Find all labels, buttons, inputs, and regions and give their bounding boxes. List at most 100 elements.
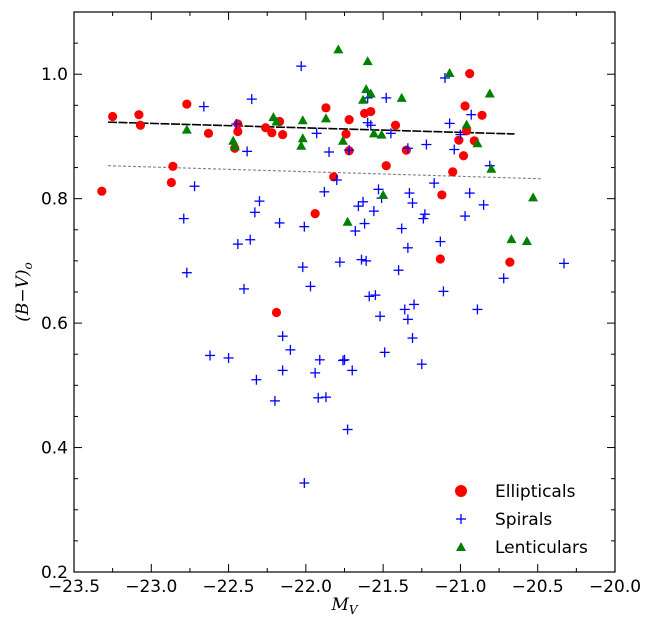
lenticulars-point [320,113,331,123]
spirals-point [460,211,471,222]
y-tick-label: 0.4 [41,439,68,459]
spirals-point [339,354,350,365]
y-axis-label: (B−V)o [13,262,35,322]
legend-label-lenticulars: Lenticulars [495,538,588,558]
spirals-point [418,213,429,224]
spirals-point [438,286,449,297]
legend-marker-lenticulars [456,542,466,551]
spirals-point [379,347,390,358]
lenticulars-point [362,56,373,66]
spirals-point [385,128,396,139]
ellipticals-point [168,161,178,171]
x-tick-label: −23.5 [48,577,100,597]
legend-marker-ellipticals [455,485,467,497]
lenticulars-point [228,135,239,145]
ellipticals-point [203,128,214,138]
spirals-point [254,196,265,207]
ellipticals-point [460,101,470,111]
spirals-point [245,234,256,245]
y-tick-label: 0.8 [41,190,68,210]
spirals-point [444,118,455,129]
spirals-point [478,199,489,210]
ellipticals-point [278,129,288,140]
x-tick-label: −21.0 [434,577,486,597]
lenticulars-point [296,140,307,150]
ellipticals-point [182,99,192,109]
legend-label-spirals: Spirals [495,510,552,530]
lenticulars-point [337,135,348,145]
spirals-point [409,299,420,310]
ellipticals-point [435,254,445,264]
spirals-point [239,283,250,294]
spirals-point [429,178,440,189]
spirals-point [435,236,446,247]
spirals-point [297,262,308,273]
spirals-point [314,354,325,365]
ellipticals-point [458,151,469,161]
spirals-point [365,120,376,131]
lenticulars-point [297,115,308,125]
lenticulars-point [484,88,495,98]
spirals-point [439,72,450,83]
x-tick-label: −22.5 [203,577,255,597]
ellipticals-point [329,172,339,182]
x-tick-label: −22.0 [280,577,332,597]
spirals-point [299,221,310,232]
spirals-point [416,359,427,370]
x-tick-labels: −23.5 −23.0 −22.5 −22.0 −21.5 −21.0 −20.5 −20.0 [48,577,641,597]
lenticulars-point [342,216,353,226]
spirals-point [299,478,310,489]
spirals-point [231,119,242,129]
spirals-point [311,128,322,139]
fit-lines [107,121,541,180]
spirals-point [249,207,260,218]
spirals-point [368,206,379,217]
ellipticals-point [437,190,447,200]
spirals-point [232,239,243,250]
spirals-point [353,201,364,212]
spirals-point [310,367,321,378]
spirals-point [370,290,381,301]
spirals-point [449,144,460,155]
spirals-point [198,101,209,112]
spirals-point [181,267,192,278]
spirals-point [344,145,355,156]
x-tick-label: −20.0 [589,577,641,597]
spirals-point [373,184,384,195]
spirals-point [393,265,404,276]
spirals-point [472,304,483,315]
ellipticals-point [97,186,107,196]
x-axis-label: MV [330,595,358,617]
lenticulars-point [271,116,282,126]
spirals-point [498,273,509,284]
data-points [97,44,569,489]
spirals-point [361,255,372,266]
ellipticals-point [271,307,282,318]
spirals-point [359,218,370,229]
spirals-point [399,304,410,315]
spirals-point [404,188,415,199]
spirals-point [251,374,262,385]
ellipticals-point [108,111,118,122]
spirals-point [334,257,345,268]
lenticulars-point [229,141,240,151]
spirals-point [285,344,296,355]
spirals-point [342,424,353,435]
y-tick-label: 0.2 [41,563,68,583]
ellipticals-point [321,103,331,113]
ellipticals-point [341,129,351,139]
spirals-point [178,213,189,224]
spirals-point [381,92,392,103]
lenticulars-point [472,138,483,148]
spirals-point [402,143,413,154]
spirals-point [331,175,342,185]
lenticulars-point [365,88,376,98]
ellipticals-point [233,126,243,137]
x-tick-label: −23.0 [125,577,177,597]
lenticulars-point [297,133,308,143]
spirals-point [375,311,386,322]
spirals-point [296,61,307,72]
spirals-point [277,365,288,376]
spirals-point [205,350,216,361]
spirals-point [320,392,331,403]
